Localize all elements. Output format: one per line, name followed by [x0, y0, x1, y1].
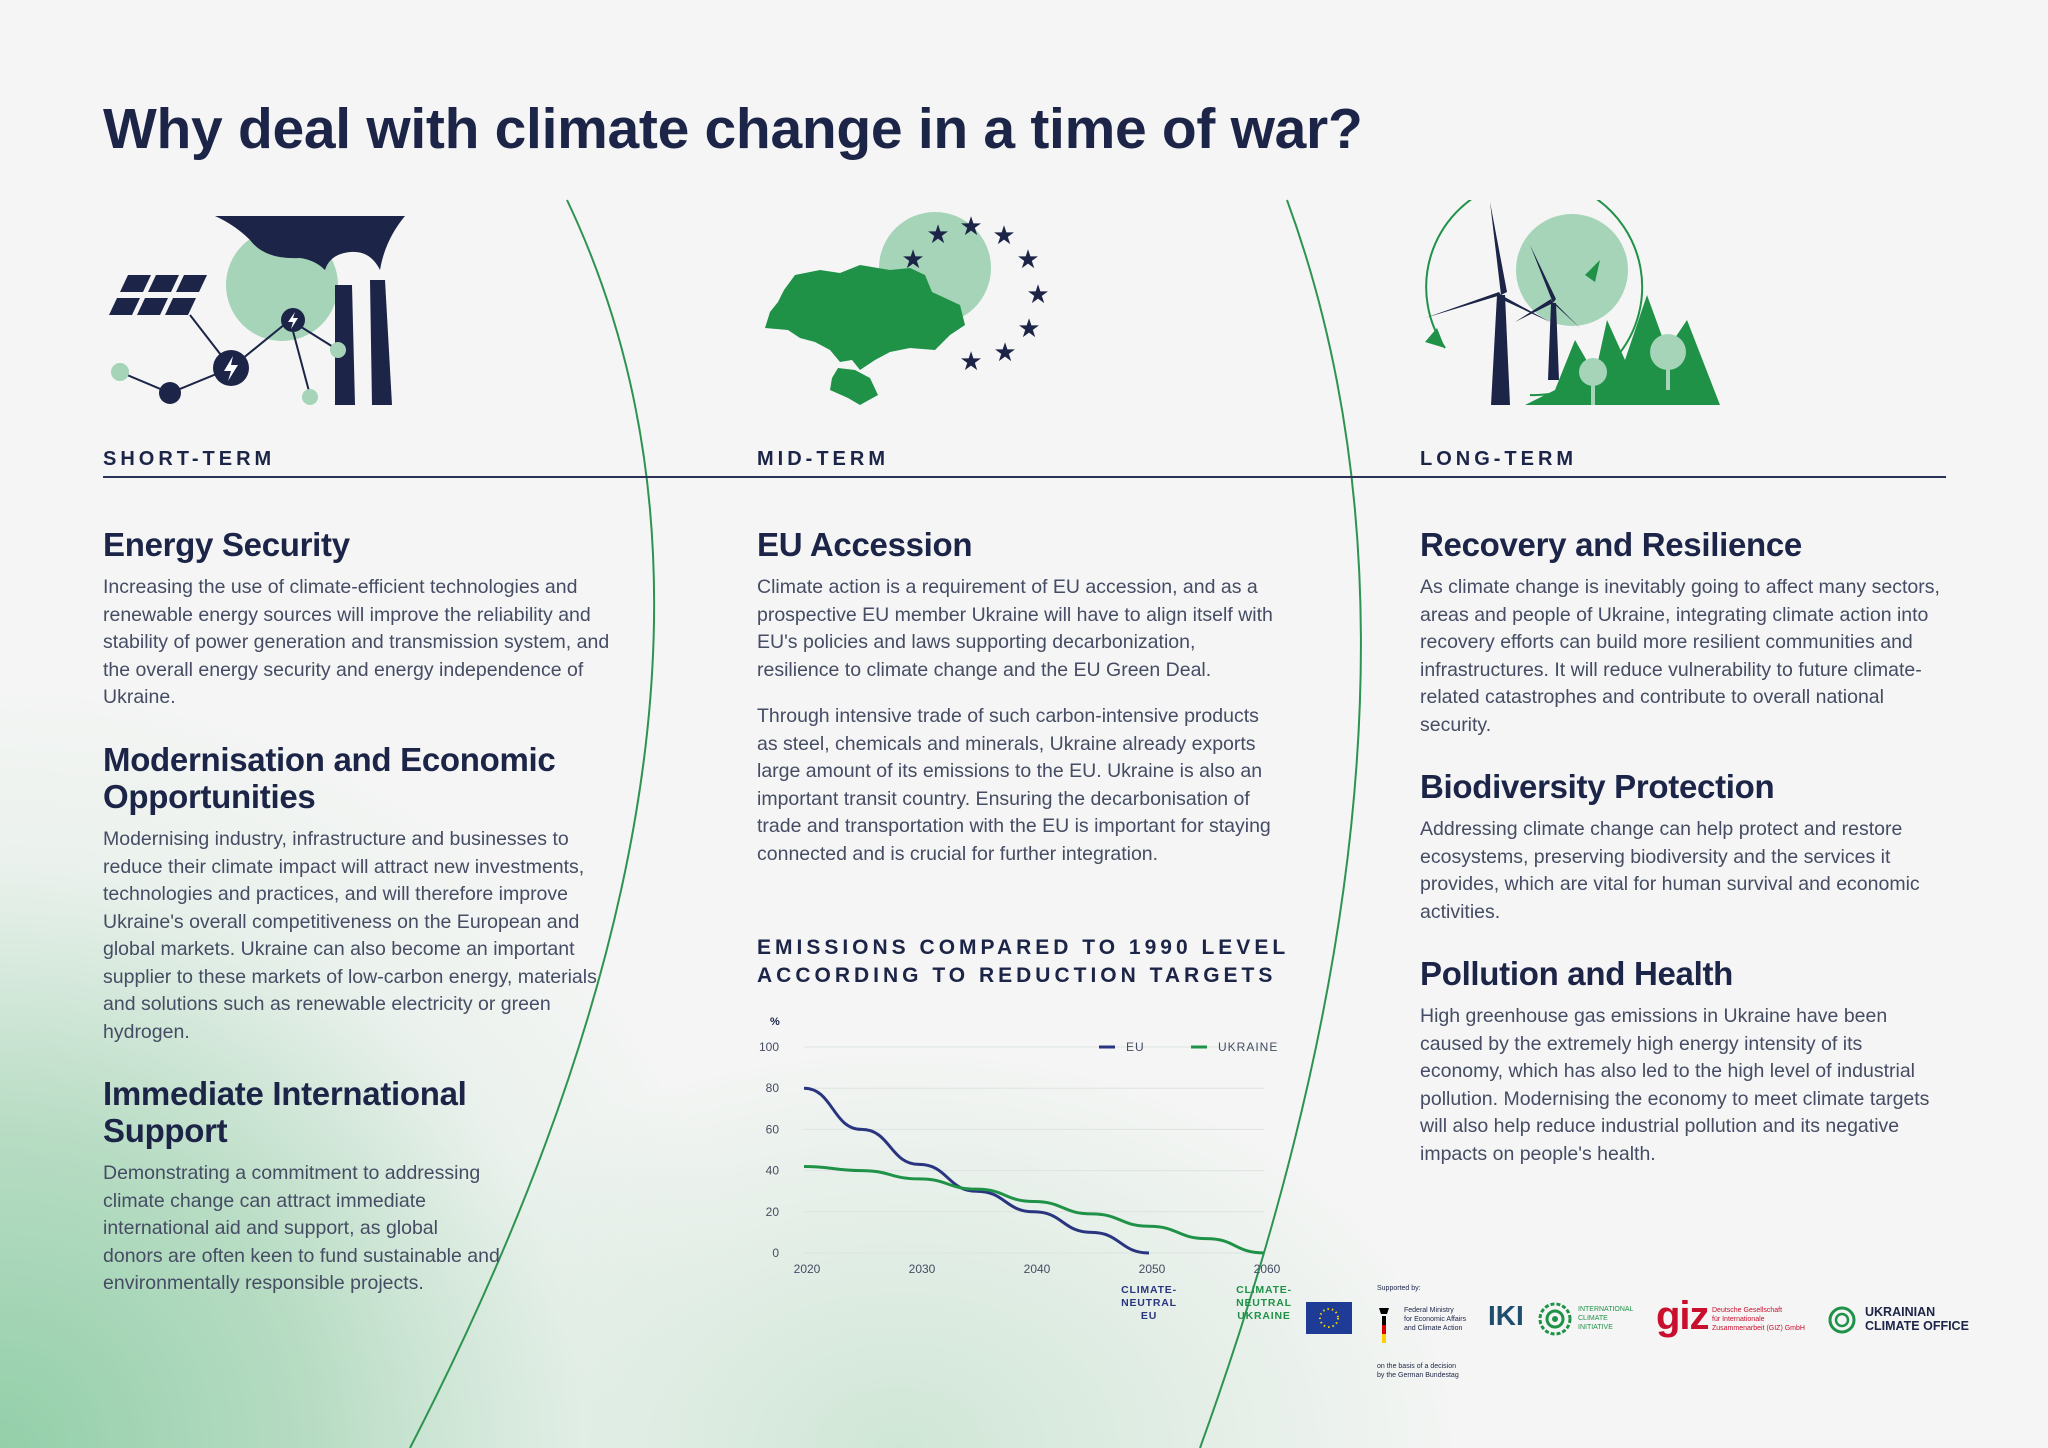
legend-label-ukraine: UKRAINE — [1218, 1040, 1278, 1054]
y-tick-label: 80 — [766, 1081, 780, 1095]
annotation-label: CLIMATE- — [1236, 1284, 1292, 1296]
partner-logos: Supported by: Federal Ministry for Econom… — [1300, 1280, 2000, 1390]
text-international-support: Demonstrating a commitment to addressing… — [103, 1162, 500, 1294]
svg-text:★: ★ — [1016, 244, 1039, 274]
german-eagle-logo — [1379, 1308, 1389, 1343]
annotation-label: NEUTRAL — [1121, 1297, 1177, 1309]
ministry-label: Federal Ministry for Economic Affairs and … — [1404, 1307, 1467, 1332]
svg-text:★: ★ — [926, 219, 949, 249]
heading-biodiversity: Biodiversity Protection — [1420, 768, 1775, 805]
svg-text:★: ★ — [901, 244, 924, 274]
svg-text:★: ★ — [959, 211, 982, 241]
supported-by-label: Supported by: — [1377, 1285, 1421, 1292]
term-short: SHORT-TERM — [103, 448, 276, 470]
heading-recovery: Recovery and Resilience — [1420, 526, 1802, 563]
term-mid: MID-TERM — [757, 448, 889, 470]
y-axis-label: % — [770, 1016, 780, 1028]
x-tick-label: 2030 — [909, 1262, 936, 1276]
ukrainian-climate-office-icon — [1828, 1306, 1856, 1334]
annotation-label: UKRAINE — [1237, 1310, 1290, 1322]
bundestag-note: on the basis of a decision by the German … — [1377, 1363, 1459, 1379]
chart-title: EMISSIONS COMPARED TO 1990 LEVEL ACCORDI… — [757, 936, 1290, 987]
annotation-label: CLIMATE- — [1121, 1284, 1177, 1296]
eu-stars: ★ ★ ★ ★ ★ ★ ★ ★ ★ — [901, 211, 1049, 376]
giz-label: Deutsche Gesellschaft für Internationale Z… — [1712, 1307, 1805, 1332]
text-eu-accession: Climate action is a requirement of EU ac… — [757, 576, 1273, 681]
series-line-eu — [803, 1086, 1150, 1255]
ukrainian-climate-office-label: UKRAINIAN CLIMATE OFFICE — [1865, 1305, 1969, 1333]
text-pollution: High greenhouse gas emissions in Ukraine… — [1420, 1005, 1930, 1165]
x-tick-label: 2020 — [794, 1262, 821, 1276]
y-tick-label: 40 — [766, 1164, 780, 1178]
x-tick-label: 2050 — [1139, 1262, 1166, 1276]
svg-text:★: ★ — [959, 346, 982, 376]
iki-logo: IKI — [1488, 1300, 1524, 1331]
text-modernisation: Modernising industry, infrastructure and… — [103, 828, 597, 1043]
svg-text:★: ★ — [1026, 279, 1049, 309]
y-tick-label: 60 — [766, 1122, 780, 1136]
y-tick-label: 20 — [766, 1205, 780, 1219]
svg-text:★: ★ — [1017, 313, 1040, 343]
heading-energy-security: Energy Security — [103, 526, 350, 563]
legend-label-eu: EU — [1126, 1040, 1145, 1054]
iki-label: INTERNATIONAL CLIMATE INITIATIVE — [1578, 1306, 1634, 1331]
ukraine-eu-stars-icon: ★ ★ ★ ★ ★ ★ ★ ★ ★ — [765, 211, 1050, 405]
eu-flag-logo — [1306, 1302, 1352, 1334]
iki-circle-logo — [1538, 1302, 1572, 1336]
text-biodiversity: Addressing climate change can help prote… — [1420, 818, 1920, 923]
heading-international-support: Immediate International Support — [103, 1075, 467, 1149]
text-energy-security: Increasing the use of climate-efficient … — [103, 576, 610, 708]
annotation-label: NEUTRAL — [1236, 1297, 1292, 1309]
annotation-label: EU — [1141, 1310, 1157, 1322]
series-line-ukraine — [803, 1164, 1265, 1255]
heading-modernisation: Modernisation and Economic Opportunities — [103, 741, 556, 815]
giz-logo: giz — [1656, 1294, 1710, 1338]
heading-pollution: Pollution and Health — [1420, 955, 1733, 992]
x-tick-label: 2040 — [1024, 1262, 1051, 1276]
solar-power-plant-icon — [109, 216, 405, 405]
y-tick-label: 100 — [759, 1040, 779, 1054]
term-long: LONG-TERM — [1420, 448, 1578, 470]
svg-text:★: ★ — [992, 220, 1015, 250]
text-eu-trade: Through intensive trade of such carbon-i… — [757, 705, 1271, 865]
x-tick-label: 2060 — [1254, 1262, 1281, 1276]
heading-eu-accession: EU Accession — [757, 526, 973, 563]
svg-text:★: ★ — [993, 337, 1016, 367]
divider-rule — [103, 476, 1946, 478]
text-recovery: As climate change is inevitably going to… — [1420, 576, 1940, 736]
wind-turbine-forest-icon — [1425, 200, 1720, 405]
page-title: Why deal with climate change in a time o… — [103, 97, 1363, 161]
y-tick-label: 0 — [772, 1246, 779, 1260]
